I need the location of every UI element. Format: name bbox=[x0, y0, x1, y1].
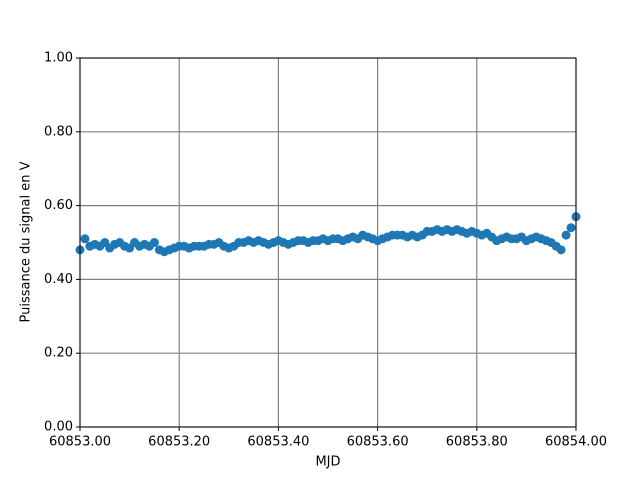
y-tick-label: 0.60 bbox=[44, 198, 73, 213]
y-tick-label: 0.40 bbox=[44, 272, 73, 287]
point bbox=[556, 245, 566, 255]
x-axis-label: MJD bbox=[315, 455, 340, 470]
y-tick-label: 0.80 bbox=[44, 124, 73, 139]
plot-frame bbox=[79, 57, 577, 428]
x-tick-label: 60853.60 bbox=[347, 435, 409, 450]
y-axis-label: Puissance du signal en V bbox=[19, 161, 34, 322]
x-tick-label: 60853.40 bbox=[247, 435, 309, 450]
y-tick-label: 0.00 bbox=[44, 420, 73, 435]
point bbox=[149, 238, 159, 247]
y-tick-label: 1.00 bbox=[44, 51, 73, 66]
x-tick-label: 60853.80 bbox=[446, 435, 508, 450]
x-tick-label: 60853.00 bbox=[49, 435, 111, 450]
point bbox=[80, 234, 90, 244]
point bbox=[561, 230, 571, 240]
point bbox=[566, 223, 576, 233]
x-tick-label: 60854.00 bbox=[545, 435, 607, 450]
x-tick-label: 60853.20 bbox=[148, 435, 210, 450]
y-tick-label: 0.20 bbox=[44, 346, 73, 361]
